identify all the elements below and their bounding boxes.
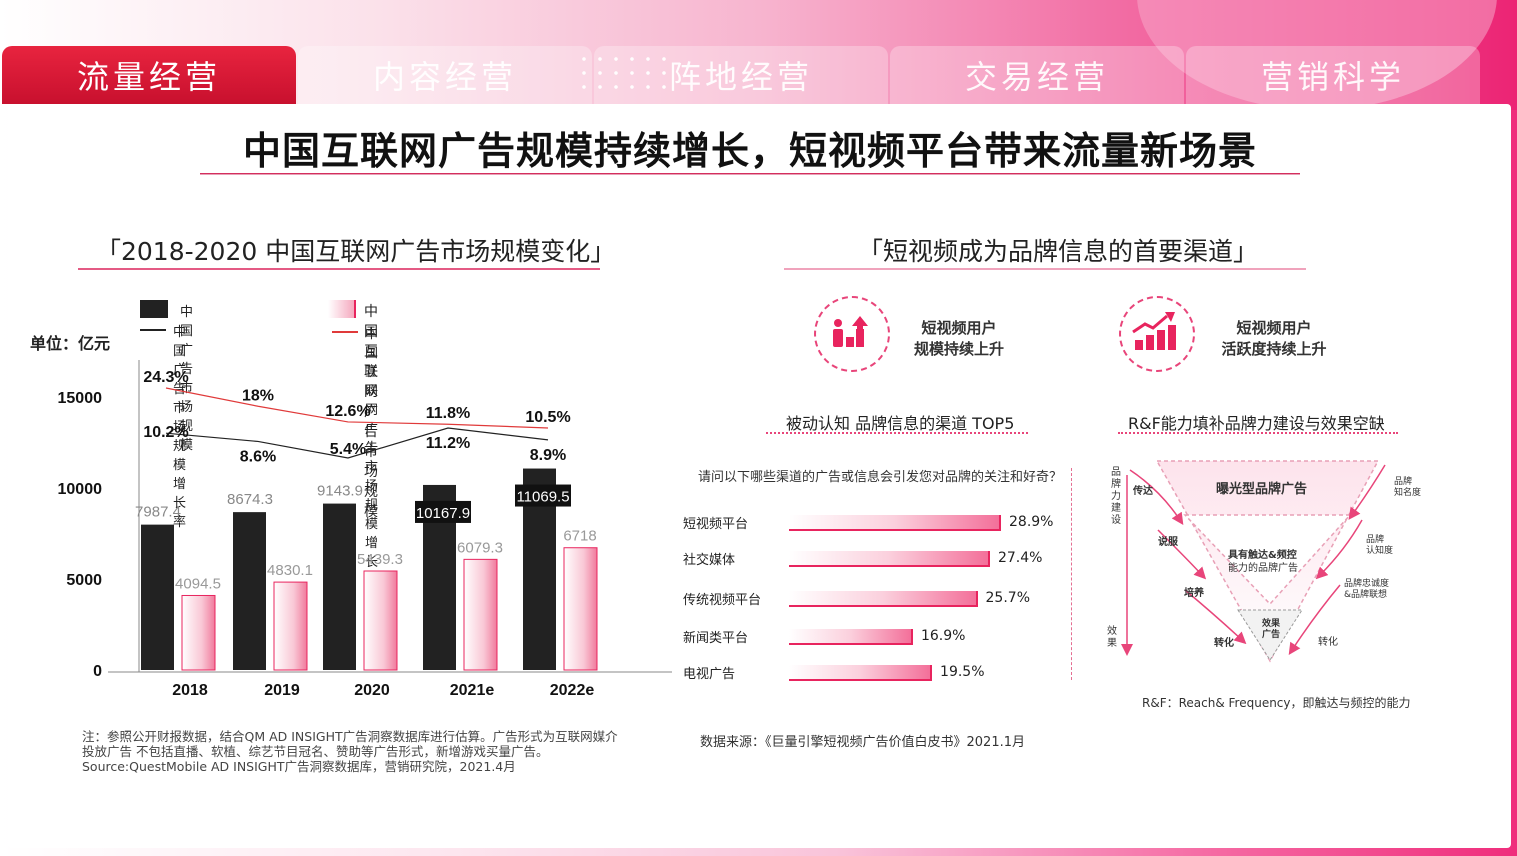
chart-footnote: 注：参照公开财报数据，结合QM AD INSIGHT广告洞察数据库进行估算。广告… bbox=[82, 729, 618, 774]
title-underline bbox=[200, 173, 1300, 175]
channel-value-label: 16.9% bbox=[920, 628, 966, 644]
funnel-bottom-label1: 效果 bbox=[1262, 619, 1281, 629]
page-title: 中国互联网广告规模持续增长，短视频平台带来流量新场景 bbox=[242, 129, 1257, 173]
channel-label: 传统视频平台 bbox=[683, 593, 762, 608]
stage-convey: 传达 bbox=[1133, 486, 1153, 497]
top5-title: 被动认知 品牌信息的渠道 TOP5 bbox=[786, 414, 1015, 433]
right-label-4: 转化 bbox=[1318, 637, 1338, 648]
unit-label: 单位：亿元 bbox=[30, 334, 111, 353]
legend-line-red bbox=[332, 331, 358, 333]
channel-bar bbox=[789, 591, 978, 607]
funnel-top-label: 曝光型品牌广告 bbox=[1216, 482, 1308, 497]
channel-bar bbox=[789, 629, 913, 645]
channel-value-label: 25.7% bbox=[985, 590, 1030, 606]
channel-label: 社交媒体 bbox=[683, 553, 736, 568]
feature2-text: 短视频用户 活跃度持续上升 bbox=[1212, 318, 1336, 360]
left-section-underline bbox=[78, 268, 600, 270]
right-section-underline bbox=[784, 268, 1306, 270]
legend-swatch-pink bbox=[328, 300, 356, 318]
funnel-mid-label1: 具有触达&频控 bbox=[1228, 550, 1297, 561]
dots-decoration bbox=[576, 52, 676, 98]
stage-cultivate: 培养 bbox=[1184, 588, 1204, 599]
stage-convert-left: 转化 bbox=[1214, 638, 1234, 649]
channel-value-label: 27.4% bbox=[997, 550, 1043, 566]
rf-underline bbox=[1118, 432, 1398, 434]
feature2-line1: 短视频用户 bbox=[1236, 319, 1312, 337]
tab-content[interactable]: 内容经营 bbox=[298, 46, 592, 104]
legend-swatch-dark bbox=[140, 300, 168, 318]
right-label-2b: 认知度 bbox=[1366, 546, 1394, 556]
channel-bar bbox=[789, 551, 990, 567]
legend-label-4: 中国互联网广告市场规模增长率 bbox=[365, 327, 379, 589]
data-source: 数据来源：《巨量引擎短视频广告价值白皮书》2021.1月 bbox=[700, 735, 1025, 750]
right-label-2a: 品牌 bbox=[1366, 535, 1385, 545]
survey-question: 请问以下哪些渠道的广告或信息会引发您对品牌的关注和好奇？ bbox=[698, 470, 1063, 485]
right-section-title: 「短视频成为品牌信息的首要渠道」 bbox=[858, 237, 1259, 266]
channel-value-label: 19.5% bbox=[940, 664, 985, 680]
tab-trade[interactable]: 交易经营 bbox=[890, 46, 1184, 104]
channel-label: 电视广告 bbox=[683, 667, 736, 682]
left-section-title: 「2018-2020 中国互联网广告市场规模变化」 bbox=[96, 237, 616, 266]
legend-line-dark bbox=[140, 329, 166, 331]
right-label-3b: &品牌联想 bbox=[1344, 590, 1388, 600]
left-axis-bottom-label: 效果 bbox=[1107, 626, 1117, 649]
rf-footnote: R&F：Reach& Frequency，即触达与频控的能力 bbox=[1142, 696, 1411, 710]
right-label-1a: 品牌 bbox=[1394, 477, 1413, 487]
right-label-3a: 品牌忠诚度 bbox=[1344, 579, 1390, 589]
feature1-text: 短视频用户 规模持续上升 bbox=[905, 318, 1013, 360]
channel-bar bbox=[789, 515, 1001, 531]
channel-label: 短视频平台 bbox=[683, 517, 749, 532]
feature1-line1: 短视频用户 bbox=[921, 319, 997, 337]
channel-value-label: 28.9% bbox=[1009, 514, 1054, 530]
users-growth-icon bbox=[814, 296, 890, 372]
legend-label-3: 中国广告市场规模增长率 bbox=[173, 325, 187, 530]
funnel-bottom-label2: 广告 bbox=[1262, 630, 1281, 640]
right-label-1b: 知名度 bbox=[1394, 488, 1422, 498]
feature1-line2: 规模持续上升 bbox=[913, 340, 1004, 358]
channel-label: 新闻类平台 bbox=[683, 631, 749, 646]
feature2-line2: 活跃度持续上升 bbox=[1221, 340, 1327, 358]
left-axis-label: 品牌力建设 bbox=[1111, 467, 1121, 526]
vertical-divider bbox=[1071, 468, 1072, 680]
tab-traffic[interactable]: 流量经营 bbox=[2, 46, 296, 104]
funnel-mid-label2: 能力的品牌广告 bbox=[1228, 563, 1298, 574]
stage-persuade: 说服 bbox=[1158, 537, 1178, 548]
top5-underline bbox=[766, 432, 1028, 434]
rf-title: R&F能力填补品牌力建设与效果空缺 bbox=[1128, 414, 1385, 433]
tab-bar: 流量经营 内容经营 阵地经营 交易经营 营销科学 bbox=[0, 46, 1517, 104]
channel-bar bbox=[789, 665, 933, 681]
tab-science[interactable]: 营销科学 bbox=[1186, 46, 1480, 104]
activity-growth-icon bbox=[1119, 296, 1195, 372]
